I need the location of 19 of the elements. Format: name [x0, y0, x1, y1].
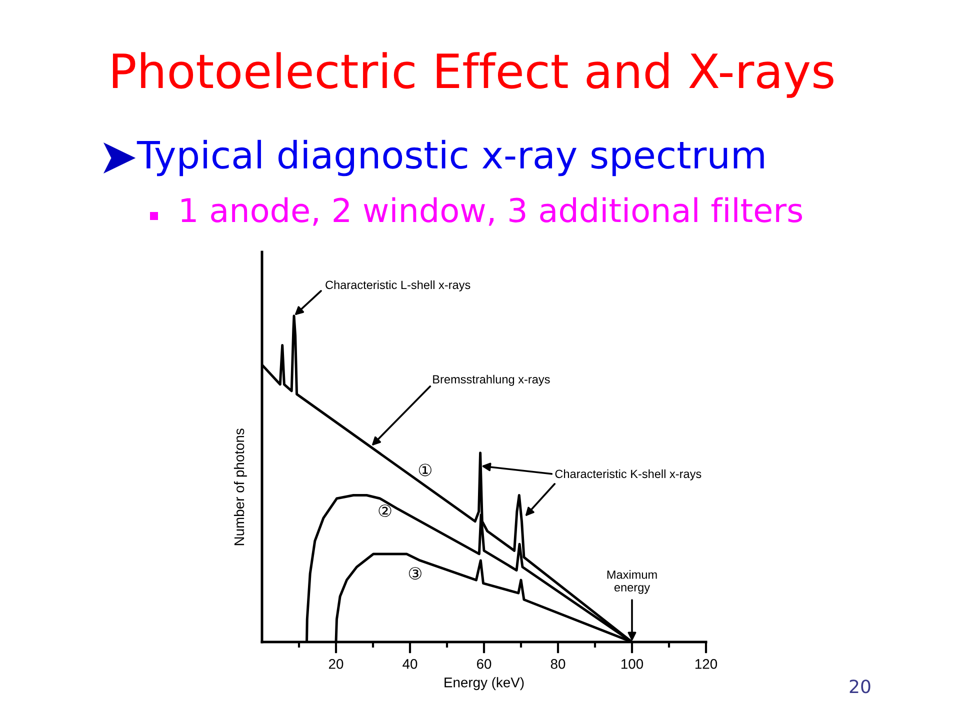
annotation: Bremsstrahlung x-rays: [433, 374, 550, 386]
series-label: ②: [378, 504, 392, 517]
x-tick-label: 120: [695, 659, 718, 669]
x-tick-label: 20: [328, 659, 344, 669]
x-axis-title: Energy (keV): [444, 677, 524, 690]
series-label: ①: [418, 464, 432, 476]
annotation: Characteristic L-shell x-rays: [326, 280, 470, 292]
x-tick-label: 60: [476, 659, 492, 669]
x-tick-label: 80: [550, 659, 566, 669]
annotation: Characteristic K-shell x-rays: [555, 469, 702, 480]
y-axis-title: Number of photons: [234, 428, 247, 546]
text: 1 anode, 2 window, 3 additional filters: [182, 197, 802, 226]
series-label: ③: [408, 567, 422, 580]
x-tick-label: 100: [621, 659, 644, 669]
chart-title: Photoelectric Effect and X-rays: [112, 52, 834, 98]
text: 20: [850, 680, 870, 694]
x-tick-label: 40: [402, 659, 418, 669]
annotation: Maximum energy: [607, 570, 657, 594]
chart-subtitle: Typical diagnostic x-ray spectrum: [136, 140, 764, 176]
